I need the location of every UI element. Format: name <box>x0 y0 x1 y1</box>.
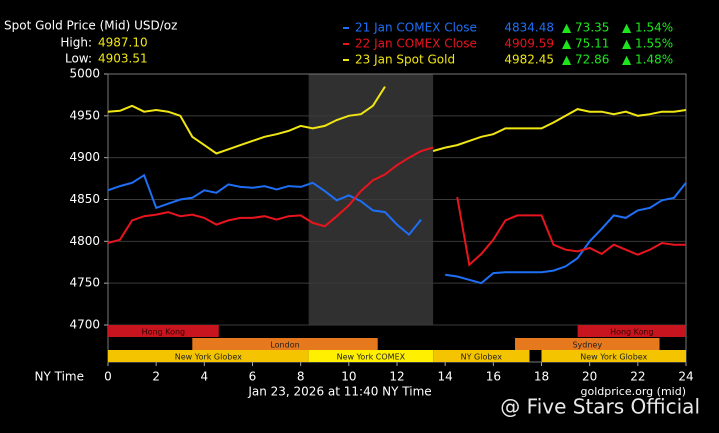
x-tick-label: 22 <box>630 370 645 384</box>
session-bar <box>577 325 686 337</box>
x-tick-label: 16 <box>486 370 501 384</box>
x-tick-label: 12 <box>389 370 404 384</box>
y-tick-label: 4950 <box>69 108 100 122</box>
y-tick-label: 4700 <box>69 318 100 332</box>
y-tick-label: 4750 <box>69 276 100 290</box>
legend-change-pct: ▲ 1.48% <box>622 53 673 67</box>
session-bar <box>308 350 434 362</box>
legend-change-pct: ▲ 1.54% <box>622 21 673 35</box>
x-tick-label: 10 <box>341 370 356 384</box>
y-tick-label: 4900 <box>69 150 100 164</box>
y-tick-label: 4850 <box>69 192 100 206</box>
session-label: London <box>270 341 299 350</box>
session-label: NY Globex <box>461 353 503 362</box>
session-label: New York Globex <box>175 353 242 362</box>
x-tick-label: 4 <box>201 370 209 384</box>
session-bar <box>108 325 219 337</box>
legend-name: 21 Jan COMEX Close <box>355 21 477 35</box>
x-tick-label: 8 <box>297 370 305 384</box>
x-tick-label: 14 <box>438 370 453 384</box>
session-bar <box>541 350 686 362</box>
session-bar <box>515 338 660 350</box>
x-tick-label: 0 <box>104 370 112 384</box>
low-label: Low: <box>65 52 92 66</box>
legend-name: 22 Jan COMEX Close <box>355 37 477 51</box>
source: goldprice.org (mid) <box>581 385 687 398</box>
session-label: Hong Kong <box>142 328 186 337</box>
x-tick-label: 24 <box>678 370 693 384</box>
session-bar <box>433 350 530 362</box>
watermark: @ Five Stars Official <box>500 395 700 419</box>
y-tick-label: 4800 <box>69 234 100 248</box>
legend-name: 23 Jan Spot Gold <box>355 53 455 67</box>
x-tick-label: 6 <box>249 370 257 384</box>
x-tick-label: 20 <box>582 370 597 384</box>
low-value: 4903.51 <box>98 52 148 66</box>
chart-title: Spot Gold Price (Mid) USD/oz <box>4 19 177 33</box>
session-label: New York COMEX <box>337 353 406 362</box>
legend-close: 4834.48 <box>504 21 554 35</box>
session-label: Sydney <box>572 341 602 350</box>
session-label: New York Globex <box>580 353 647 362</box>
x-tick-label: 18 <box>534 370 549 384</box>
price-line <box>107 146 686 267</box>
session-bar <box>108 350 309 362</box>
y-tick-label: 5000 <box>69 67 100 81</box>
legend-change: ▲ 75.11 <box>562 37 609 51</box>
price-line <box>107 173 687 285</box>
x-axis-label: NY Time <box>35 370 85 384</box>
legend-change-pct: ▲ 1.55% <box>622 37 673 51</box>
legend-close: 4909.59 <box>504 37 554 51</box>
price-line <box>107 86 687 155</box>
date-label: Jan 23, 2026 at 11:40 NY Time <box>247 385 431 399</box>
legend-change: ▲ 72.86 <box>562 53 609 67</box>
high-label: High: <box>60 36 92 50</box>
session-bar <box>192 338 378 350</box>
high-value: 4987.10 <box>98 36 148 50</box>
legend-change: ▲ 73.35 <box>562 21 609 35</box>
legend-close: 4982.45 <box>504 53 554 67</box>
x-tick-label: 2 <box>152 370 160 384</box>
session-label: Hong Kong <box>610 328 654 337</box>
